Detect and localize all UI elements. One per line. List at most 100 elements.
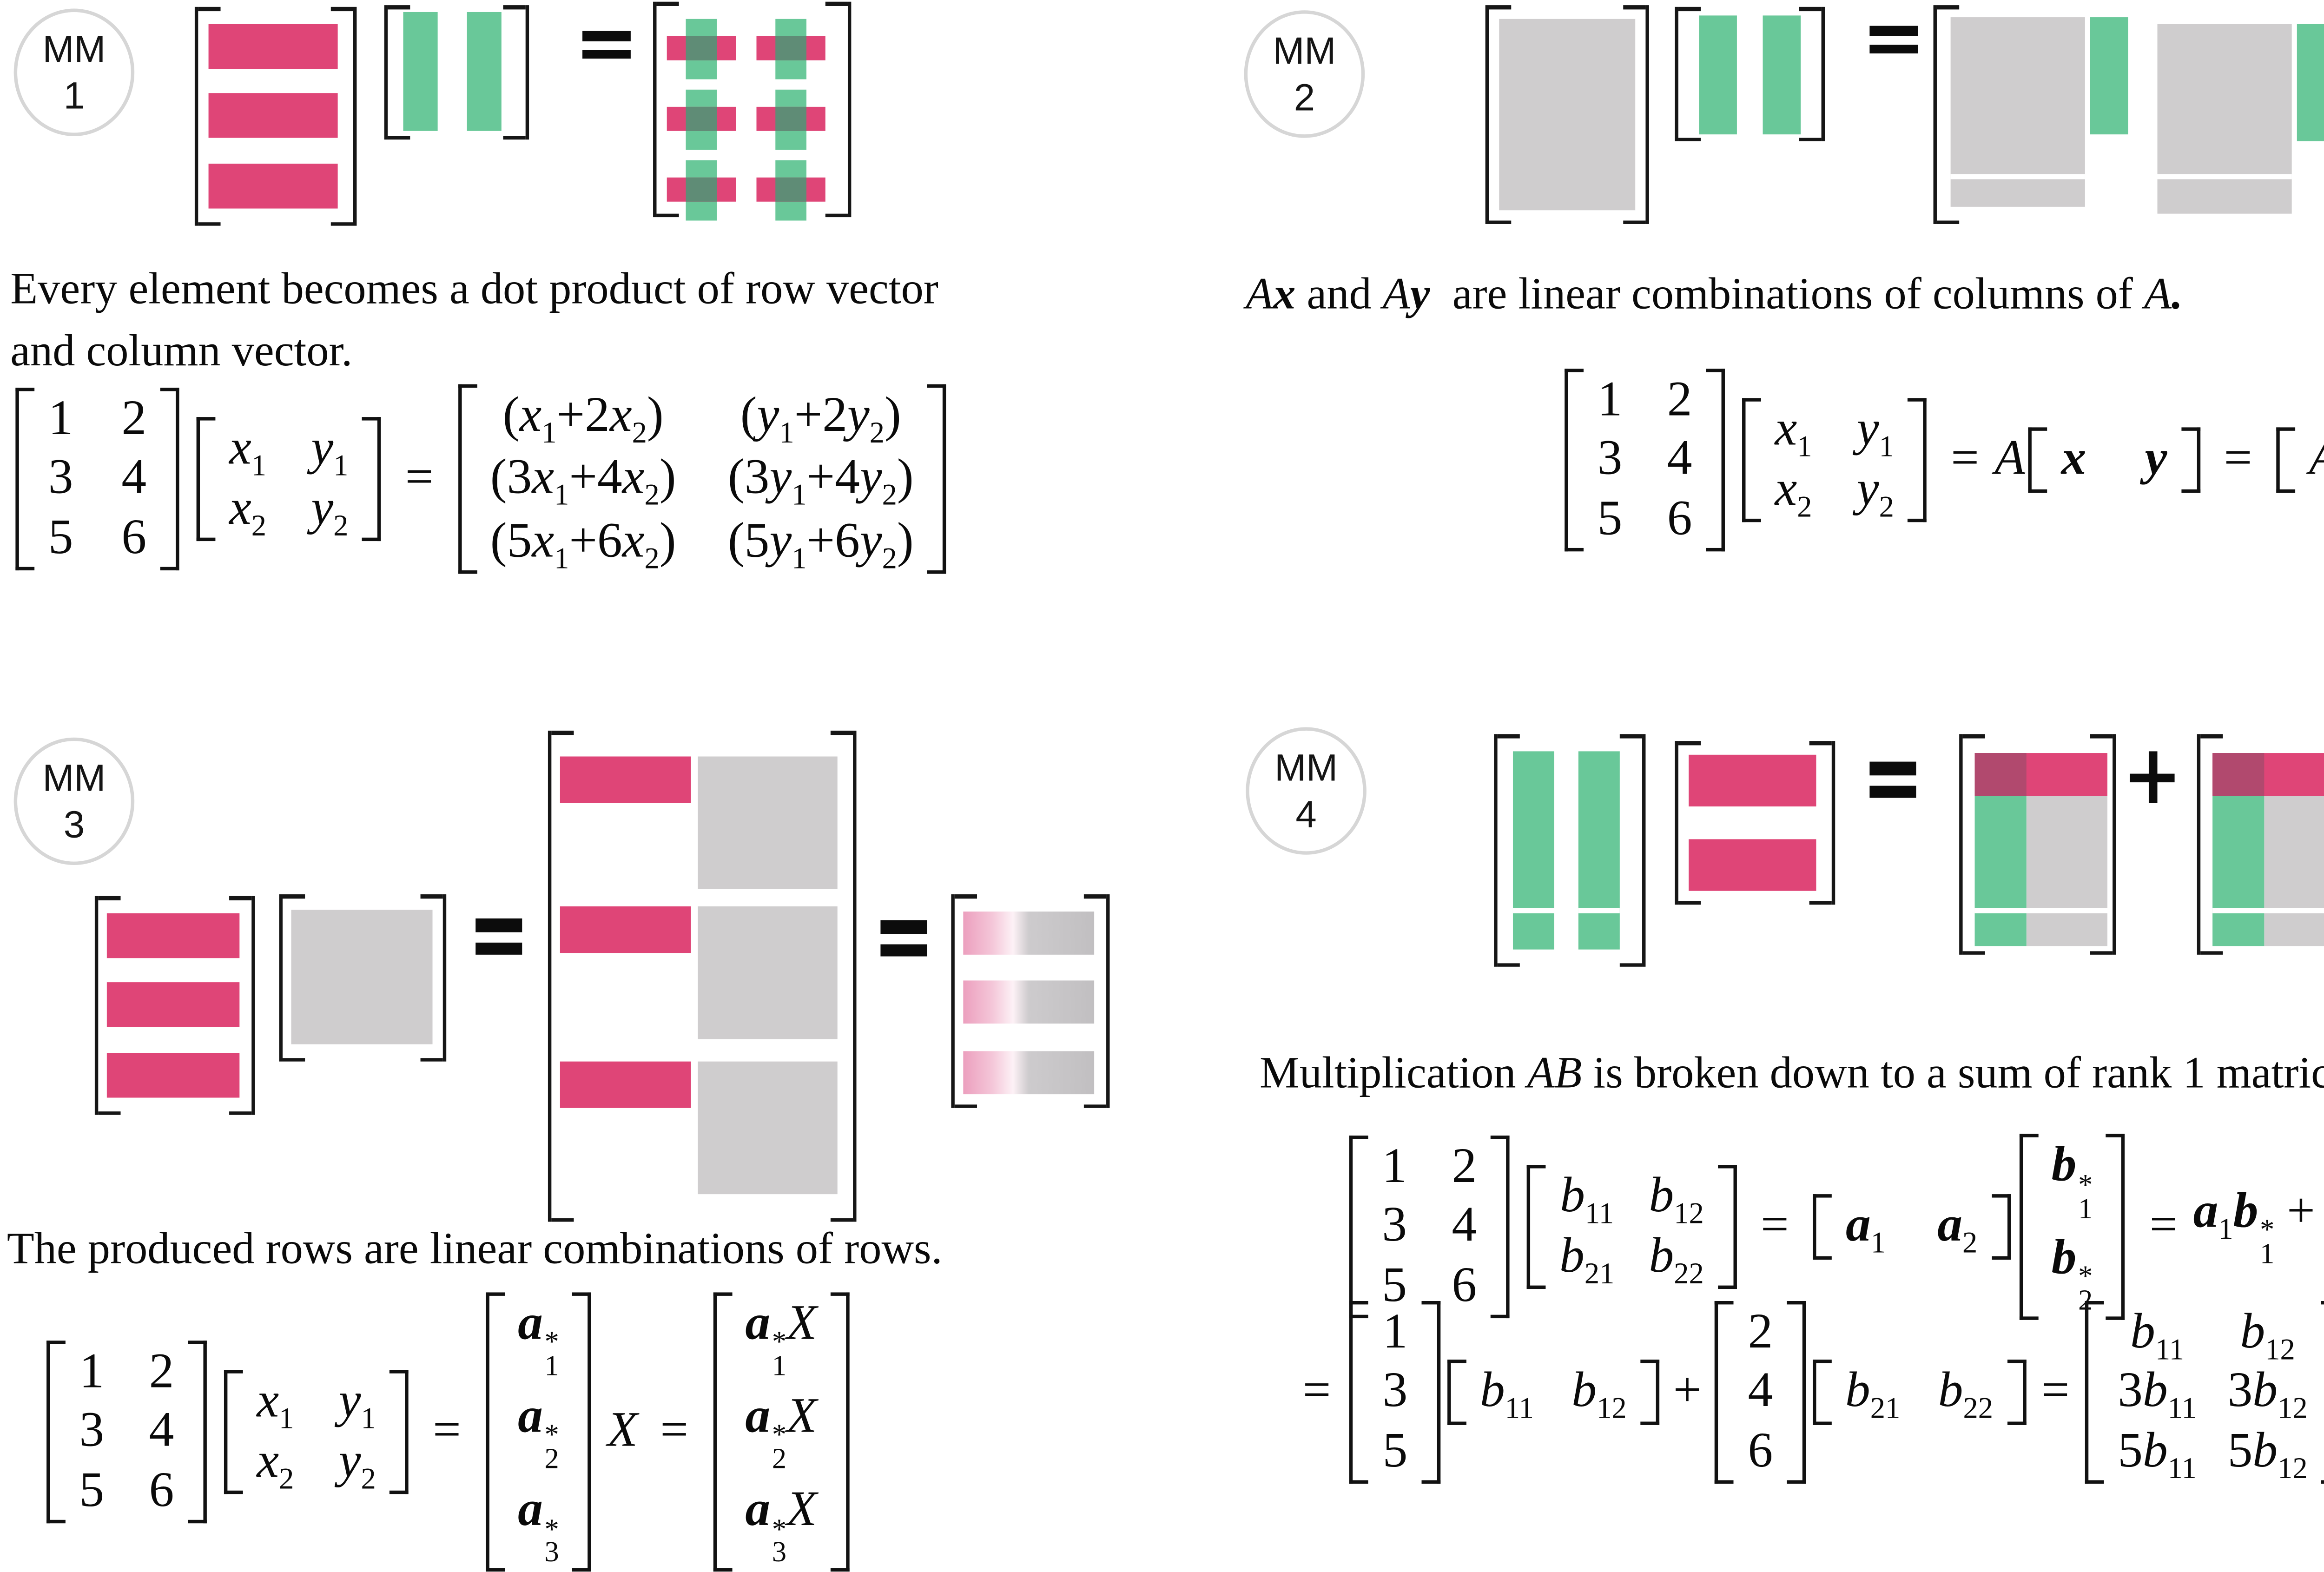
matrix-cell: 3 (48, 450, 73, 506)
pink-row-bar (1689, 839, 1816, 891)
matrix-cell: b11 (1480, 1364, 1534, 1426)
gray-matrix-block (2264, 796, 2324, 946)
matrix-cell: 4 (121, 450, 147, 506)
mm3-result-gradient-visual (951, 894, 1110, 1108)
mm1-caption: Every element becomes a dot product of r… (10, 258, 938, 383)
gray-matrix-block (291, 910, 433, 1044)
matrix-x-symbolic: x1 y1 x2 y2 (196, 417, 381, 541)
matrix-ax-ay-row: AxAy (2276, 428, 2324, 492)
green-column-bar (1763, 15, 1801, 135)
equals-sign: = (1302, 1364, 1331, 1419)
matrix-cell: a2 (1937, 1198, 1978, 1260)
matrix-cell: (y1+2y2) (740, 388, 901, 450)
matrix-cell: b22 (1649, 1228, 1704, 1290)
matrix-cell: x1 (229, 421, 267, 483)
matrix-cell: b11 (2130, 1305, 2184, 1367)
matrix-cell: 2 (1667, 373, 1692, 428)
mm1-matrix-x-visual (384, 5, 529, 140)
matrix-cell: b12 (1571, 1364, 1627, 1426)
badge-mm4: MM 4 (1246, 727, 1367, 855)
matrix-cell: a * 1 (518, 1295, 559, 1382)
matrix-cell: a * 2 X (745, 1388, 817, 1476)
matrix-cell: 1 (1382, 1305, 1408, 1361)
mm2-caption: Ax and Ay are linear combinations of col… (1246, 264, 2183, 325)
rank1-sum-expression: a1b*1 + a2b*2 (2193, 1183, 2324, 1271)
green-column-bar (1578, 751, 1620, 950)
matrix-cell: 4 (1748, 1364, 1773, 1419)
pink-green-overlap (1974, 753, 2027, 796)
mm4-matrix-a-visual (1494, 734, 1646, 967)
dot-product-cell (667, 19, 736, 79)
matrix-multiplication-cheatsheet: MM 1 Every element becomes a dot product… (7, 1, 2324, 1572)
matrix-cell: x1 (257, 1374, 294, 1436)
matrix-cell: 3 (79, 1403, 105, 1459)
equals-icon (1869, 761, 1916, 808)
mm3-matrix-a-visual (94, 896, 255, 1115)
matrix-cell: 3 (1382, 1198, 1407, 1254)
matrix-cell: 2 (121, 392, 147, 447)
matrix-cell: 6 (121, 509, 147, 565)
matrix-cell: b21 (1845, 1364, 1901, 1426)
panel-mm3: MM 3 The produced rows are lin (7, 730, 1110, 1572)
coefficient-a: A (1994, 431, 2025, 487)
pink-row-bar (208, 93, 338, 138)
dot-product-cell (667, 89, 736, 150)
pink-green-overlap (2212, 753, 2265, 796)
mm3-result-visual (548, 730, 857, 1222)
matrix-cell: 1 (79, 1345, 105, 1400)
mm2-result-visual (1933, 5, 2324, 224)
green-left-column (1974, 796, 2027, 946)
green-column-bar (403, 12, 438, 131)
matrix-cell: x2 (257, 1433, 294, 1495)
equals-sign: = (2041, 1364, 2070, 1419)
pink-to-gray-row (963, 980, 1095, 1024)
matrix-cell: y1 (311, 421, 349, 483)
green-column-bar (467, 12, 502, 131)
matrix-cell: x (2061, 431, 2086, 487)
pink-to-gray-row (963, 911, 1095, 955)
matrix-cell: 4 (1667, 431, 1692, 487)
badge-mm3: MM 3 (13, 737, 135, 865)
matrix-cell: y2 (1856, 461, 1894, 523)
matrix-cell: 3 (1382, 1364, 1408, 1419)
caption-line: and column vector. (10, 325, 353, 376)
matrix-col-135: 1 3 5 (1350, 1301, 1440, 1483)
badge-mm3-label: MM (42, 755, 106, 799)
matrix-cell: 5 (79, 1462, 105, 1518)
matrix-rank1-first: b11 b12 3b11 3b12 5b11 5b12 (2085, 1301, 2324, 1485)
matrix-cell: y1 (338, 1374, 376, 1436)
mm2-matrix-a-visual (1485, 5, 1649, 224)
matrix-cell: 5b11 (2118, 1422, 2197, 1485)
matrix-cell: 5b12 (2227, 1422, 2308, 1485)
matrix-cell: (5x1+6x2) (490, 512, 676, 575)
matrix-cell: b12 (1649, 1169, 1704, 1231)
matrix-cell: (3y1+4y2) (727, 450, 914, 513)
badge-mm1: MM 1 (13, 8, 135, 136)
panel-mm4: MM 4 Mult (1246, 727, 2324, 1485)
pink-row-bar (106, 913, 240, 958)
matrix-cell: 1 (1382, 1140, 1407, 1195)
equals-sign: = (1951, 431, 1979, 487)
gray-matrix-block (2026, 796, 2107, 946)
matrix-cell: 3b11 (2118, 1364, 2197, 1426)
badge-mm1-number: 1 (63, 74, 85, 118)
matrix-cell: y (2145, 431, 2167, 487)
green-column-bar (1512, 751, 1554, 950)
pink-row-bar (208, 164, 338, 209)
mm4-matrix-b-visual (1675, 741, 1835, 905)
seam-line (2157, 174, 2292, 178)
caption-line: The produced rows are linear combination… (7, 1223, 943, 1274)
matrix-cell: 5 (48, 509, 73, 565)
green-column-bar (2090, 17, 2128, 135)
matrix-cell: (5y1+6y2) (727, 512, 914, 575)
equals-icon (582, 31, 631, 67)
matrix-cell: x2 (1775, 461, 1812, 523)
green-left-column (2212, 796, 2265, 946)
badge-mm2: MM 2 (1244, 10, 1365, 138)
equals-sign: = (2149, 1198, 2178, 1254)
